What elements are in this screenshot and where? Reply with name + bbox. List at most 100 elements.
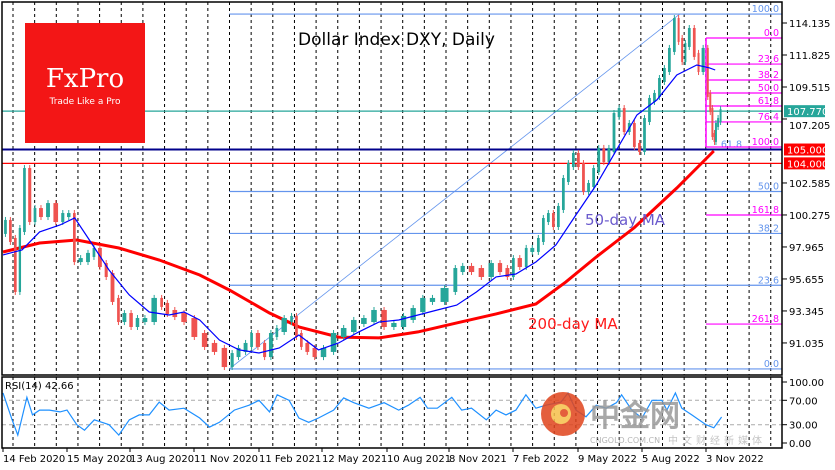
- x-tick-label: 7 Feb 2022: [513, 454, 569, 465]
- candle: [478, 268, 485, 278]
- candle: [18, 227, 22, 292]
- candle: [236, 347, 241, 358]
- candle: [597, 147, 601, 173]
- candle: [117, 297, 120, 323]
- candle: [561, 177, 565, 210]
- price-label-box: [784, 143, 825, 156]
- candle: [400, 315, 407, 328]
- x-tick-label: 5 Aug 2022: [642, 454, 700, 465]
- candle: [53, 203, 59, 223]
- fib-level-label: 23.6: [758, 275, 779, 286]
- price-label: 107.770: [787, 107, 828, 118]
- candle: [687, 27, 691, 47]
- fib-recent-label: 161.8: [752, 205, 779, 216]
- candle: [697, 52, 700, 73]
- candle: [566, 163, 570, 182]
- candle: [255, 332, 261, 347]
- x-tick-label: 11 Nov 2020: [194, 454, 258, 465]
- candle: [371, 309, 377, 323]
- candle: [165, 302, 170, 314]
- fib-level-label: 61.8: [721, 140, 742, 151]
- y-tick-label: 100.275: [789, 211, 830, 222]
- candle: [643, 118, 646, 152]
- price-label-box: [784, 105, 825, 118]
- candle: [709, 92, 712, 113]
- candle: [632, 123, 636, 147]
- candle: [4, 219, 7, 234]
- y-tick-label: 107.205: [789, 121, 830, 132]
- price-label: 104.000: [787, 159, 828, 170]
- rsi-line: [2, 391, 723, 438]
- candle: [135, 318, 140, 328]
- candle: [677, 18, 680, 42]
- candle: [230, 353, 234, 368]
- candle: [268, 332, 273, 358]
- candle: [110, 273, 115, 302]
- y-tick-label: 93.345: [789, 307, 824, 318]
- y-tick-label: 111.825: [789, 51, 830, 62]
- candle: [320, 347, 327, 358]
- candle: [391, 323, 397, 328]
- candle: [551, 213, 555, 228]
- fib-level-label: 0.0: [764, 359, 779, 370]
- price-label: 105.000: [787, 146, 828, 157]
- candle: [468, 265, 475, 273]
- candle: [160, 297, 164, 307]
- fib-recent-label: 0.0: [764, 28, 779, 39]
- rsi-y-tick-label: 30.00: [789, 421, 818, 432]
- x-tick-label: 14 Feb 2020: [3, 454, 65, 465]
- fxpro-logo: FxPro Trade Like a Pro: [25, 23, 145, 143]
- x-tick-label: 8 Nov 2021: [449, 454, 507, 465]
- candle: [381, 309, 387, 328]
- candle: [46, 203, 50, 218]
- candle: [571, 152, 575, 168]
- candle: [541, 218, 545, 242]
- candle: [546, 213, 550, 223]
- price-panel-frame: [1, 1, 783, 376]
- candle: [440, 287, 449, 302]
- x-tick-label: 11 Feb 2021: [259, 454, 321, 465]
- candle: [587, 182, 590, 192]
- candle: [648, 97, 651, 123]
- candle: [530, 247, 535, 252]
- y-tick-label: 91.035: [789, 339, 824, 350]
- x-tick-label: 15 May 2020: [67, 454, 132, 465]
- fib-level-label: 38.2: [758, 223, 779, 234]
- chart-title: Dollar Index DXY, Daily: [298, 30, 495, 50]
- candle: [622, 108, 626, 132]
- rsi-panel-frame: [1, 376, 783, 449]
- candle: [28, 168, 32, 223]
- price-label-box: [784, 157, 825, 170]
- fib-recent-label: 61.8: [758, 96, 779, 107]
- candle: [243, 342, 248, 352]
- x-tick-label: 10 Aug 2021: [387, 454, 451, 465]
- x-tick-label: 3 Nov 2022: [706, 454, 764, 465]
- candle: [672, 18, 676, 52]
- candle: [719, 109, 722, 123]
- candle: [23, 168, 26, 232]
- rsi-y-tick-label: 100.00: [789, 378, 824, 389]
- ma50-annotation: 50-day MA: [585, 211, 666, 229]
- y-tick-label: 95.655: [789, 275, 824, 286]
- candle: [617, 108, 621, 118]
- candle: [524, 247, 528, 268]
- candle: [497, 263, 503, 273]
- y-tick-label: 97.965: [789, 243, 824, 254]
- x-tick-label: 13 Aug 2020: [130, 454, 194, 465]
- candle: [592, 168, 596, 187]
- fib-recent-label: 261.8: [752, 314, 779, 325]
- rsi-panel: [2, 391, 782, 438]
- candle: [706, 47, 709, 97]
- candle: [711, 108, 714, 137]
- candle: [211, 342, 218, 352]
- candle: [717, 118, 720, 128]
- fib-recent-label: 50.0: [758, 83, 779, 94]
- candle: [305, 342, 310, 352]
- candle: [460, 265, 465, 273]
- candle: [410, 308, 416, 320]
- candle: [602, 147, 606, 163]
- candle: [453, 268, 458, 292]
- candle: [104, 263, 108, 278]
- candle: [300, 332, 303, 347]
- watermark-cn: 中金网: [590, 399, 680, 434]
